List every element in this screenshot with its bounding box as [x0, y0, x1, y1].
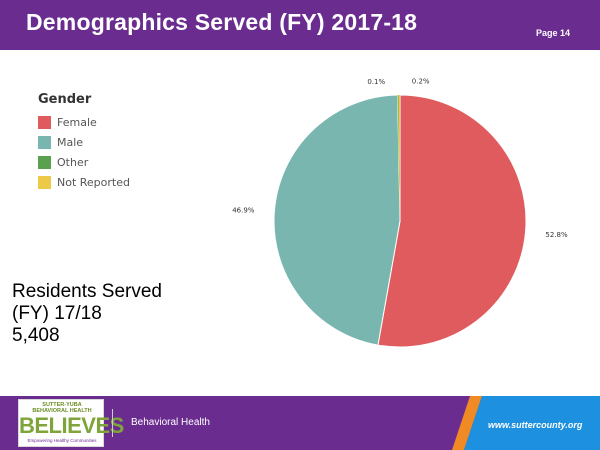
legend-label-female: Female	[57, 115, 97, 129]
legend-swatch-female	[38, 115, 51, 129]
pie-label-male: 46.9%	[232, 207, 255, 215]
legend-item-not-reported: Not Reported	[38, 172, 130, 192]
legend-swatch-not-reported	[38, 175, 51, 189]
legend-item-male: Male	[38, 132, 130, 152]
legend-title: Gender	[38, 92, 92, 107]
legend-label-other: Other	[57, 155, 89, 169]
header-bar: Demographics Served (FY) 2017-18 Page 14	[0, 0, 600, 50]
believes-logo: SUTTER-YUBA BEHAVIORAL HEALTH BELIEVES E…	[18, 399, 124, 447]
pie-label-female: 52.8%	[545, 231, 568, 239]
residents-served-block: Residents Served (FY) 17/18 5,408	[12, 281, 162, 347]
legend-swatch-other	[38, 155, 51, 169]
pie-slice-not-reported	[398, 95, 400, 221]
chart-legend: Gender Female Male Other Not Reported	[38, 92, 130, 192]
pie-label-other: 0.1%	[367, 78, 385, 86]
logo-org-line2: BEHAVIORAL HEALTH	[32, 408, 92, 414]
gender-pie-chart: 52.8% 46.9% 0.1% 0.2%	[232, 77, 568, 348]
logo-tagline: Empowering Healthy Communities	[27, 438, 97, 443]
legend-swatch-male	[38, 135, 51, 149]
legend-item-female: Female	[38, 112, 130, 132]
legend-label-not-reported: Not Reported	[57, 175, 130, 189]
residents-served-count: 5,408	[12, 325, 60, 346]
logo-org-line1: SUTTER-YUBA	[42, 402, 82, 408]
pie-slice-male	[273, 94, 401, 346]
pie-slice-other	[397, 95, 400, 221]
residents-served-period: (FY) 17/18	[12, 303, 102, 324]
logo-believes-text: BELIEVES	[19, 413, 124, 438]
legend-item-other: Other	[38, 152, 130, 172]
page-title: Demographics Served (FY) 2017-18	[26, 9, 418, 35]
legend-label-male: Male	[57, 135, 84, 149]
page-number: Page 14	[536, 28, 571, 38]
footer-department-label: Behavioral Health	[131, 417, 210, 428]
pie-label-not-reported: 0.2%	[412, 77, 430, 85]
footer-bar: SUTTER-YUBA BEHAVIORAL HEALTH BELIEVES E…	[0, 396, 600, 450]
residents-served-label: Residents Served	[12, 281, 162, 302]
pie-slice-female	[377, 94, 527, 348]
footer-divider	[112, 409, 113, 437]
footer-website-link[interactable]: www.suttercounty.org	[488, 420, 583, 430]
